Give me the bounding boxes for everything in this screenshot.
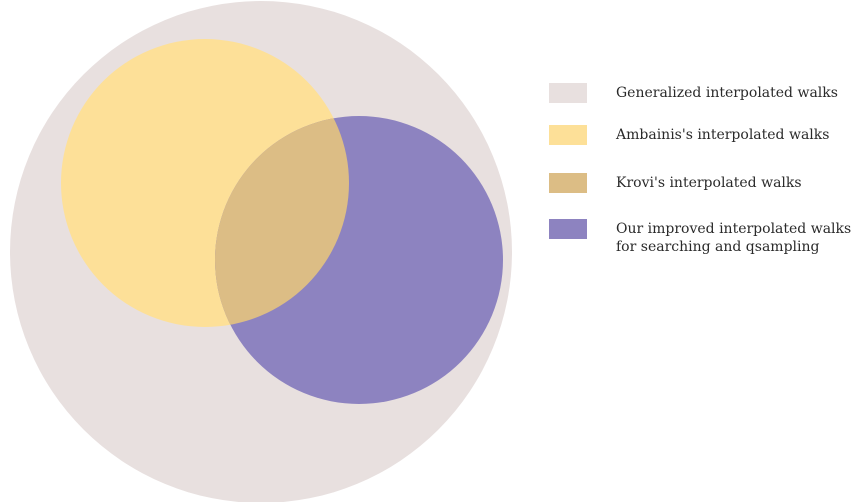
legend-label-line: Generalized interpolated walks (616, 85, 838, 101)
legend-label-ambainis: Ambainis's interpolated walks (616, 126, 829, 144)
legend-label-line: Our improved interpolated walks (616, 221, 852, 237)
venn-diagram (10, 1, 512, 502)
legend-label-line: Ambainis's interpolated walks (616, 127, 830, 143)
legend-label-krovi: Krovi's interpolated walks (616, 174, 802, 192)
legend-label-improved: Our improved interpolated walks for sear… (616, 220, 851, 256)
legend-label-generalized: Generalized interpolated walks (616, 84, 838, 102)
krovi-walks-region (215, 116, 349, 327)
legend-swatch-improved (549, 219, 587, 239)
legend-swatch-krovi (549, 173, 587, 193)
legend-label-line: for searching and qsampling (616, 239, 820, 255)
legend-swatch-generalized (549, 83, 587, 103)
legend-swatch-ambainis (549, 125, 587, 145)
legend-label-line: Krovi's interpolated walks (616, 175, 802, 191)
